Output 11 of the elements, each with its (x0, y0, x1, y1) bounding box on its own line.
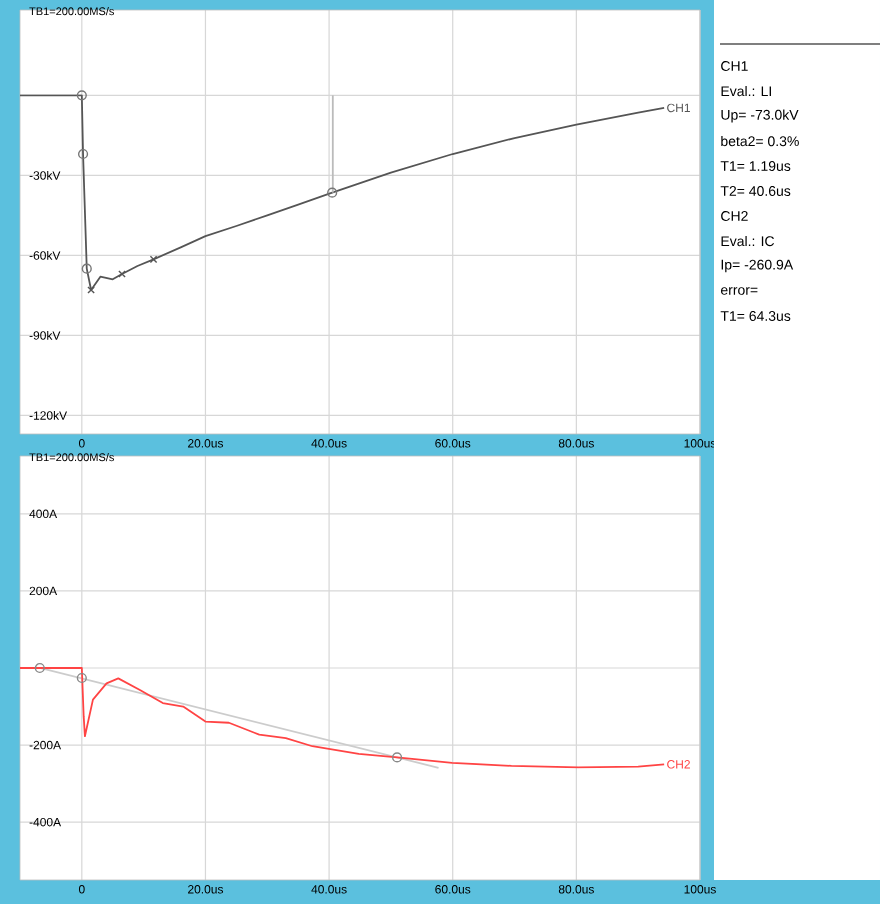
line-series (19, 94, 665, 291)
point (149, 255, 158, 264)
point (81, 263, 92, 274)
point (77, 148, 88, 160)
line-series (19, 667, 665, 769)
point (76, 90, 87, 101)
point (391, 752, 402, 763)
point (326, 187, 337, 198)
point (86, 286, 95, 294)
point (34, 662, 45, 674)
point (76, 672, 87, 684)
